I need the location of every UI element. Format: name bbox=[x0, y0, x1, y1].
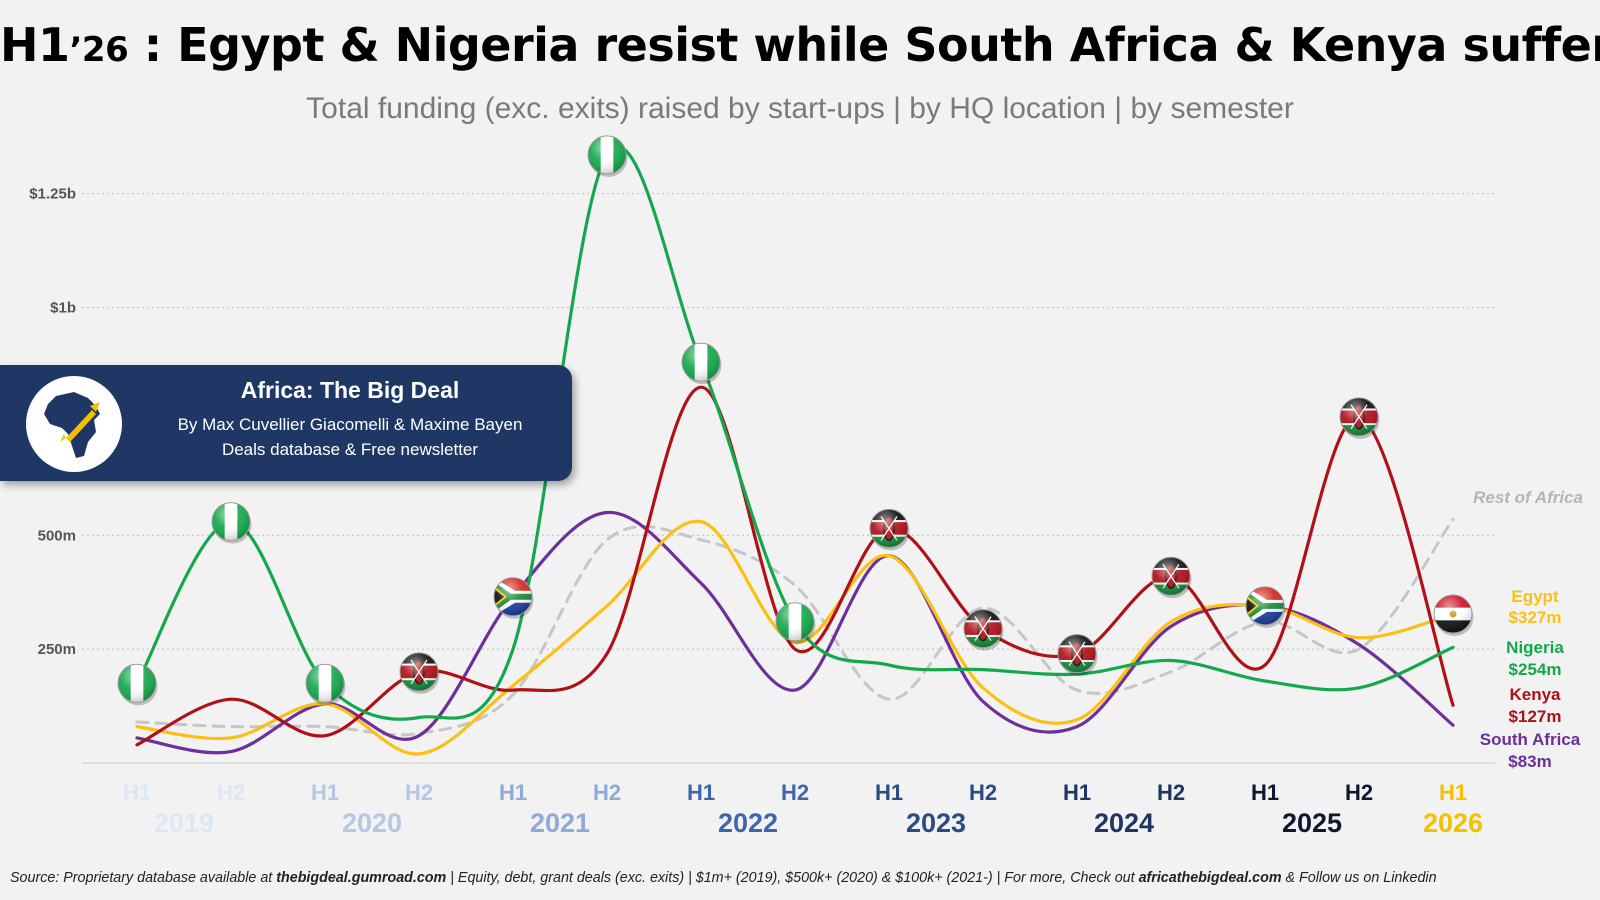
nigeria-flag-marker bbox=[211, 502, 252, 544]
y-tick-label: $1b bbox=[50, 300, 76, 317]
x-tick-label-half: H1 bbox=[1439, 780, 1467, 805]
title-main: : Egypt & Nigeria resist while South Afr… bbox=[128, 18, 1600, 72]
footer-suffix: & Follow us on Linkedin bbox=[1281, 870, 1437, 886]
source-footnote: Source: Proprietary database available a… bbox=[10, 870, 1595, 886]
x-tick-label-year: 2026 bbox=[1423, 808, 1483, 838]
x-tick-label-half: H2 bbox=[1345, 780, 1373, 805]
africa-rocket-icon bbox=[26, 376, 122, 472]
series-value-label-south-africa: $83m bbox=[1508, 752, 1551, 771]
chart-title: H1’26 : Egypt & Nigeria resist while Sou… bbox=[0, 18, 1600, 72]
nigeria-flag-marker bbox=[305, 663, 346, 706]
source-link[interactable]: thebigdeal.gumroad.com bbox=[276, 870, 447, 886]
kenya-flag-marker bbox=[963, 609, 1004, 651]
kenya-flag-marker bbox=[1339, 397, 1380, 439]
x-tick-label-year: 2020 bbox=[342, 808, 402, 838]
x-tick-label-half: H2 bbox=[969, 780, 997, 805]
series-label-south-africa: South Africa bbox=[1480, 730, 1581, 749]
x-tick-label-half: H2 bbox=[781, 780, 809, 805]
nigeria-flag-marker bbox=[775, 602, 816, 644]
series-label-egypt: Egypt bbox=[1511, 587, 1559, 606]
grid bbox=[82, 193, 1495, 764]
x-tick-label-half: H2 bbox=[1157, 780, 1185, 805]
brand-authors: By Max Cuvellier Giacomelli & Maxime Bay… bbox=[177, 415, 523, 434]
x-tick-label-half: H1 bbox=[1251, 780, 1279, 805]
y-tick-label: $1.25b bbox=[29, 186, 76, 203]
x-tick-label-year: 2021 bbox=[530, 808, 590, 838]
x-tick-label-half: H1 bbox=[687, 780, 715, 805]
kenya-flag-marker bbox=[869, 508, 910, 551]
south-africa-flag-marker bbox=[1245, 586, 1286, 628]
y-tick-label: 250m bbox=[38, 641, 76, 658]
x-tick-label-half: H2 bbox=[593, 780, 621, 805]
egypt-flag-marker bbox=[1433, 594, 1474, 637]
x-tick-label-half: H2 bbox=[217, 780, 245, 805]
nigeria-flag-marker bbox=[587, 135, 628, 177]
brand-name: Africa: The Big Deal bbox=[240, 377, 460, 403]
footer-middle: | Equity, debt, grant deals (exc. exits)… bbox=[446, 870, 1139, 886]
y-tick-label: 500m bbox=[38, 527, 76, 544]
kenya-flag-marker bbox=[399, 652, 440, 694]
chart-subtitle: Total funding (exc. exits) raised by sta… bbox=[306, 92, 1294, 125]
x-tick-label-half: H1 bbox=[1063, 780, 1091, 805]
kenya-flag-marker bbox=[1057, 634, 1098, 676]
x-tick-label-year: 2019 bbox=[154, 808, 214, 838]
nigeria-flag-marker bbox=[117, 663, 158, 706]
series-label-nigeria: Nigeria bbox=[1506, 638, 1564, 657]
series-value-label-nigeria: $254m bbox=[1509, 660, 1562, 679]
series-value-label-egypt: $327m bbox=[1509, 608, 1562, 627]
y-axis: 250m 500m $1b $1.25b bbox=[29, 186, 76, 659]
x-tick-label-half: H1 bbox=[311, 780, 339, 805]
kenya-flag-marker bbox=[1151, 556, 1192, 599]
series-line-egypt bbox=[135, 519, 1455, 756]
footer-prefix: Source: Proprietary database available a… bbox=[10, 870, 277, 886]
title-small-suffix: ’26 bbox=[69, 30, 129, 70]
x-tick-label-half: H1 bbox=[123, 780, 151, 805]
x-tick-label-year: 2023 bbox=[906, 808, 966, 838]
newsletter-link[interactable]: africathebigdeal.com bbox=[1138, 870, 1282, 886]
x-tick-label-half: H1 bbox=[499, 780, 527, 805]
nigeria-flag-marker bbox=[681, 342, 722, 385]
flag-markers bbox=[117, 135, 1474, 706]
series-label-rest-of-africa: Rest of Africa bbox=[1473, 488, 1583, 507]
x-tick-label-half: H2 bbox=[405, 780, 433, 805]
x-tick-label-year: 2022 bbox=[718, 808, 778, 838]
title-prefix: H1 bbox=[0, 18, 70, 72]
x-tick-label-half: H1 bbox=[875, 780, 903, 805]
x-tick-label-year: 2025 bbox=[1282, 808, 1342, 838]
south-africa-flag-marker bbox=[493, 577, 534, 619]
x-tick-label-year: 2024 bbox=[1094, 808, 1154, 838]
series-value-label-kenya: $127m bbox=[1509, 707, 1562, 726]
series-label-kenya: Kenya bbox=[1509, 685, 1561, 704]
series-end-labels: Nigeria $254m Kenya $127m Egypt $327m South Af… bbox=[1473, 488, 1583, 771]
brand-badge[interactable]: Africa: The Big Deal By Max Cuvellier Gi… bbox=[0, 365, 572, 481]
brand-tagline: Deals database & Free newsletter bbox=[221, 440, 479, 459]
